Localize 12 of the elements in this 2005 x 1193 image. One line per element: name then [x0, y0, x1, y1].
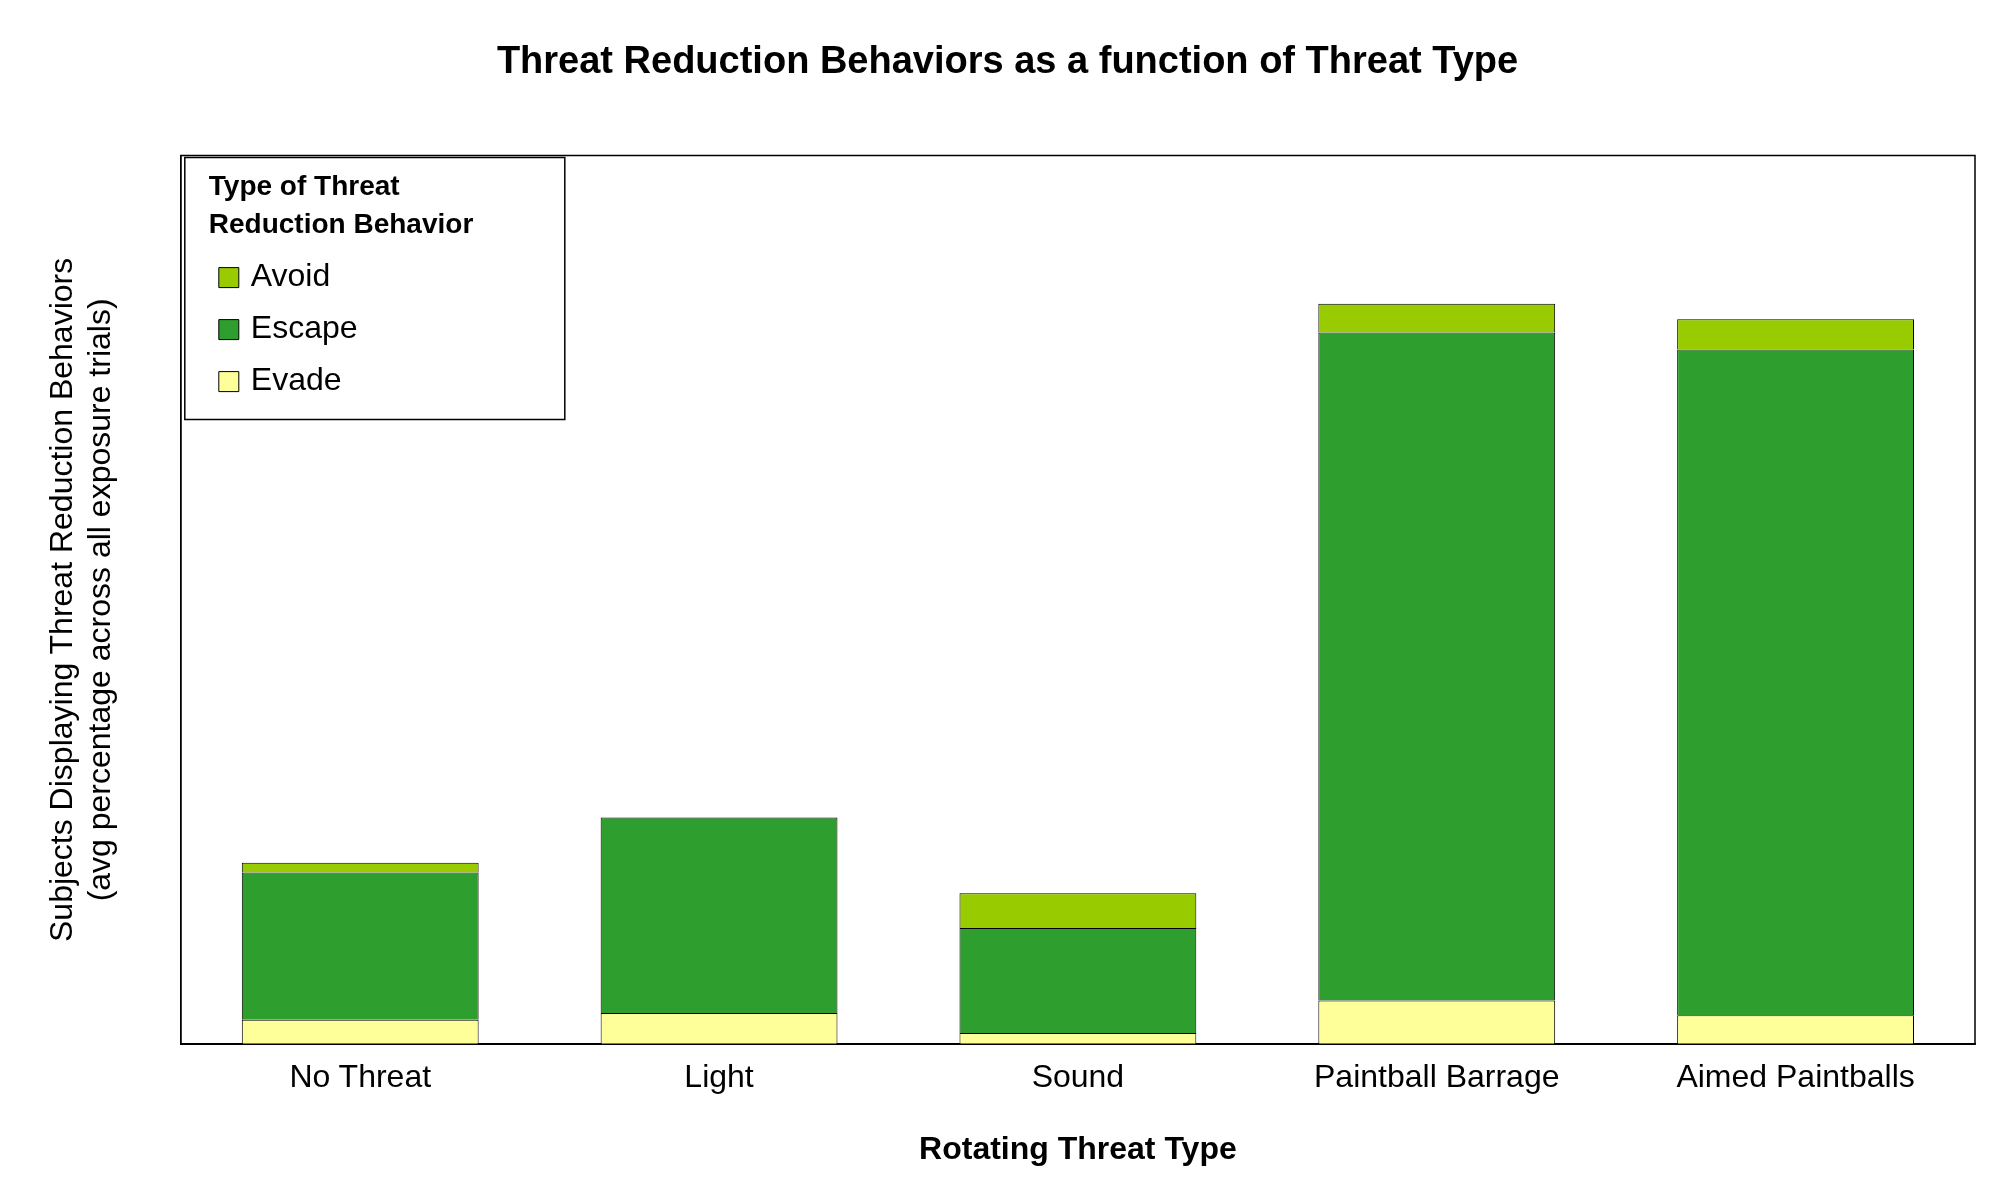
y-axis-title: Subjects Displaying Threat Reduction Behaviors (avg percentage across all exposure trials) [43, 257, 118, 943]
chart-title: Threat Reduction Behaviors as a function of Threat Type [496, 39, 1519, 82]
x-axis-title: Rotating Threat Type [919, 1129, 1237, 1166]
x-tick-label: Sound [1031, 1058, 1125, 1095]
x-tick-label: Paintball Barrage [1314, 1058, 1560, 1095]
x-tick-label: Light [684, 1058, 754, 1095]
x-tick-label: No Threat [289, 1058, 432, 1095]
legend-title: Type of Threat Reduction Behavior [208, 170, 474, 240]
legend-label: Evade [250, 361, 342, 398]
legend-label: Escape [250, 309, 358, 346]
legend-label: Avoid [250, 257, 331, 294]
x-tick-label: Aimed Paintballs [1676, 1058, 1915, 1095]
